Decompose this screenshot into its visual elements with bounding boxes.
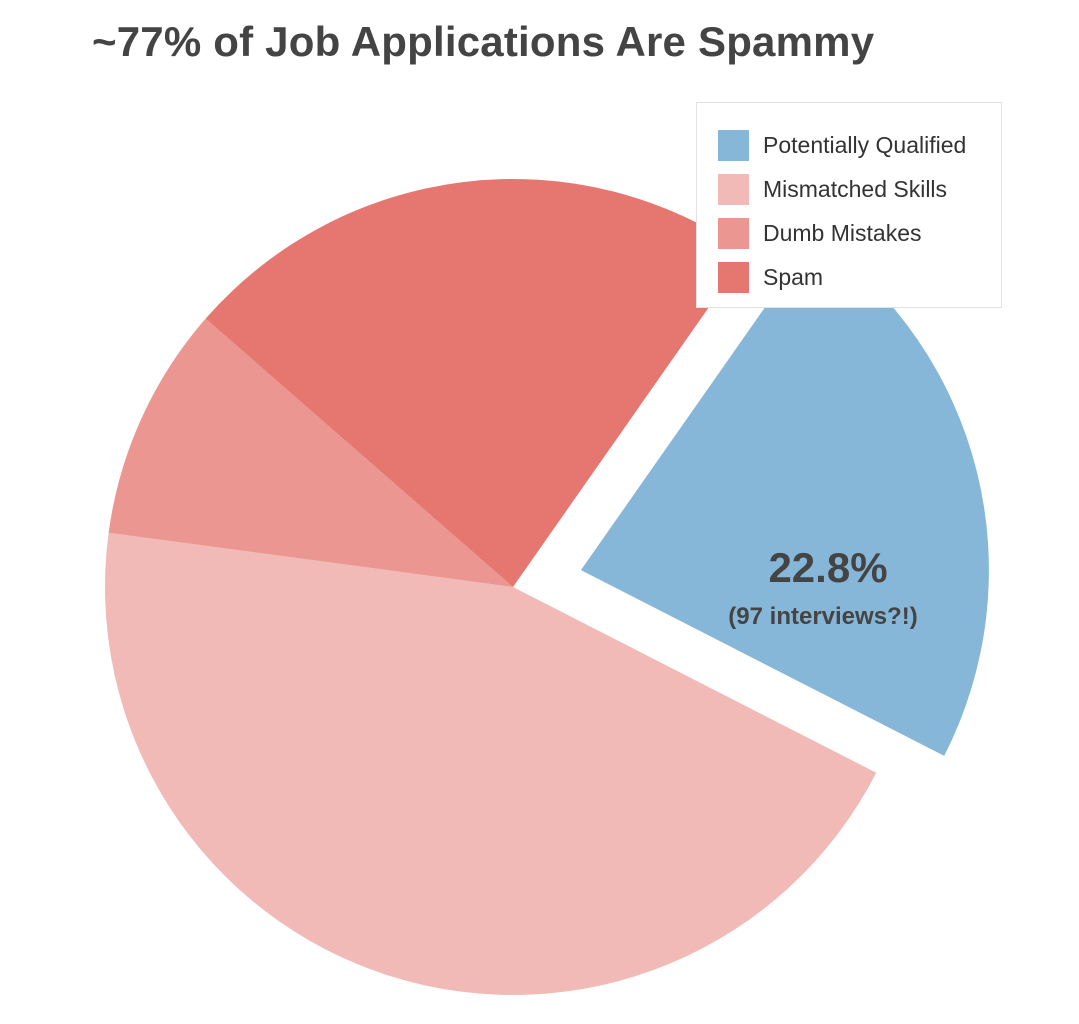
pie-slice-mismatched-skills[interactable] (104, 532, 877, 996)
legend-item-potentially-qualified[interactable]: Potentially Qualified (718, 123, 1001, 167)
pie-slices (104, 179, 989, 996)
pie-slice-dumb-mistakes[interactable] (108, 318, 514, 587)
legend-label: Dumb Mistakes (763, 219, 922, 246)
exploded-slice-label: 22.8% (97 interviews?!) (728, 544, 917, 630)
pie-slice-spam[interactable] (205, 179, 748, 588)
slice-percent-label: 22.8% (768, 544, 887, 591)
legend-swatch (718, 217, 749, 249)
legend: Potentially Qualified Mismatched Skills … (696, 102, 1002, 308)
legend-item-spam[interactable]: Spam (718, 255, 1001, 299)
legend-label: Potentially Qualified (763, 131, 967, 158)
legend-swatch (718, 173, 749, 205)
legend-swatch (718, 261, 749, 293)
legend-item-dumb-mistakes[interactable]: Dumb Mistakes (718, 211, 1001, 255)
slice-sub-label: (97 interviews?!) (728, 603, 917, 630)
legend-item-mismatched-skills[interactable]: Mismatched Skills (718, 167, 1001, 211)
legend-label: Spam (763, 263, 824, 290)
pie-slice-potentially-qualified[interactable] (580, 235, 989, 756)
chart-title: ~77% of Job Applications Are Spammy (92, 18, 875, 65)
legend-label: Mismatched Skills (763, 175, 948, 202)
legend-swatch (718, 129, 749, 161)
